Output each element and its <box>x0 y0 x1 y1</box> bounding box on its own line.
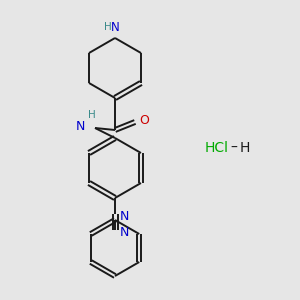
Text: N: N <box>120 209 129 223</box>
Text: N: N <box>120 226 129 238</box>
Text: H: H <box>240 141 250 155</box>
Text: N: N <box>111 21 119 34</box>
Text: H: H <box>88 110 96 120</box>
Text: HCl: HCl <box>205 141 229 155</box>
Text: –: – <box>230 141 237 155</box>
Text: O: O <box>139 113 149 127</box>
Text: H: H <box>104 22 112 32</box>
Text: N: N <box>76 121 85 134</box>
